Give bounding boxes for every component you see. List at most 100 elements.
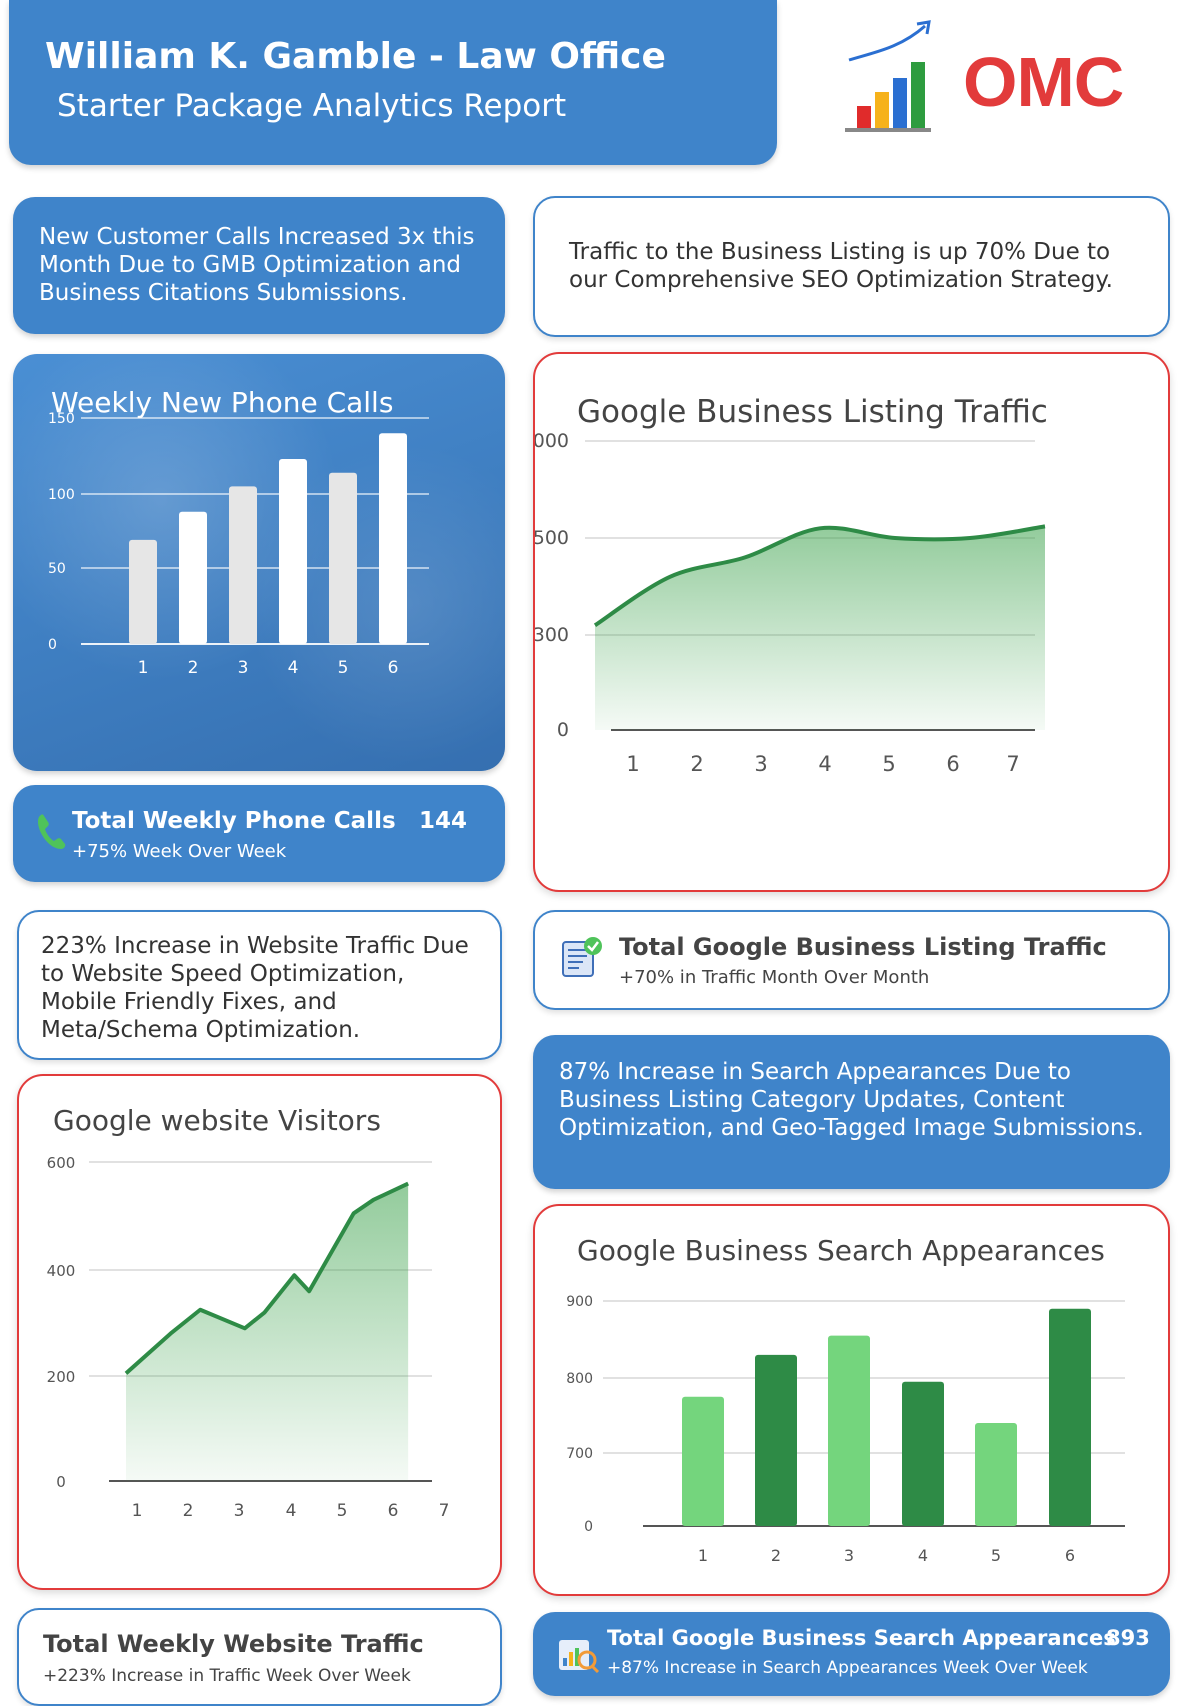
calls-note-text: New Customer Calls Increased 3x this Mon… xyxy=(39,224,475,306)
listing-xtick-label: 6 xyxy=(946,752,959,776)
report-subtitle: Starter Package Analytics Report xyxy=(57,88,567,124)
calls-chart-card: Weekly New Phone Calls 150 100 50 0 1 2 3 4 5 6 xyxy=(13,354,505,771)
omc-logo: OMC xyxy=(845,18,1145,138)
website-summary-sub: +223% Increase in Traffic Week Over Week xyxy=(43,1666,411,1686)
calls-summary-value: 144 xyxy=(419,808,468,834)
search-xtick-label: 5 xyxy=(991,1546,1001,1565)
calls-ytick-label: 100 xyxy=(48,487,75,503)
visitors-xtick-label: 5 xyxy=(337,1501,348,1521)
visitors-chart: 600 400 200 0 1 2 3 4 5 6 7 xyxy=(47,1154,450,1521)
visitors-ytick-label: 400 xyxy=(47,1262,76,1280)
listing-chart: 1000 500 300 0 1 2 3 4 5 6 7 xyxy=(535,430,1046,776)
calls-bar xyxy=(129,539,157,644)
search-ytick-label: 900 xyxy=(566,1294,593,1310)
calls-summary-sub: +75% Week Over Week xyxy=(72,841,287,862)
calls-ytick-label: 150 xyxy=(48,411,75,427)
search-ytick-label: 800 xyxy=(566,1371,593,1387)
visitors-xtick-label: 1 xyxy=(132,1501,143,1521)
calls-ytick-label: 0 xyxy=(48,637,57,653)
calls-bar xyxy=(229,486,257,644)
listing-xtick-label: 1 xyxy=(626,752,639,776)
listing-area xyxy=(595,526,1045,730)
listing-note-text: Traffic to the Business Listing is up 70… xyxy=(569,239,1113,293)
calls-bar xyxy=(179,511,207,644)
header-banner: William K. Gamble - Law Office Starter P… xyxy=(9,0,777,165)
search-summary: Total Google Business Search Appearances… xyxy=(533,1612,1170,1696)
search-bar xyxy=(755,1354,797,1526)
calls-note: New Customer Calls Increased 3x this Mon… xyxy=(13,197,505,334)
search-xtick-label: 6 xyxy=(1065,1546,1075,1565)
visitors-ytick-label: 0 xyxy=(56,1473,66,1491)
visitors-line xyxy=(124,1181,409,1375)
logo-bars-icon xyxy=(845,20,931,132)
listing-summary-sub: +70% in Traffic Month Over Month xyxy=(619,967,930,988)
search-bar xyxy=(975,1423,1017,1526)
visitors-xtick-label: 3 xyxy=(234,1501,245,1521)
search-bar xyxy=(682,1396,724,1526)
listing-xtick-label: 7 xyxy=(1006,752,1019,776)
listing-xtick-label: 5 xyxy=(882,752,895,776)
calls-xtick-label: 5 xyxy=(338,658,349,678)
listing-ytick-label: 1000 xyxy=(535,430,569,452)
calls-bar xyxy=(279,459,307,644)
visitors-ytick-label: 200 xyxy=(47,1368,76,1386)
calls-xtick-label: 3 xyxy=(238,658,249,678)
calls-xtick-label: 4 xyxy=(288,658,299,678)
report-title: William K. Gamble - Law Office xyxy=(45,36,666,77)
search-chart: 900 800 700 0 1 2 3 4 5 6 xyxy=(566,1294,1125,1565)
visitors-xtick-label: 6 xyxy=(388,1501,399,1521)
listing-ytick-label: 500 xyxy=(535,527,569,549)
listing-xtick-label: 4 xyxy=(818,752,831,776)
visitors-xtick-label: 4 xyxy=(286,1501,297,1521)
calls-xtick-label: 6 xyxy=(388,658,399,678)
website-summary: Total Weekly Website Traffic +223% Incre… xyxy=(17,1608,502,1706)
search-summary-label: Total Google Business Search Appearances xyxy=(607,1626,1116,1650)
visitors-area xyxy=(126,1183,409,1481)
search-summary-value: 893 xyxy=(1106,1626,1150,1650)
listing-chart-card: Google Business Listing Traffic 1000 500 3… xyxy=(533,352,1170,892)
listing-xtick-label: 3 xyxy=(754,752,767,776)
visitors-xtick-label: 7 xyxy=(439,1501,450,1521)
calls-bar xyxy=(379,433,407,644)
calls-chart-title: Weekly New Phone Calls xyxy=(51,386,394,419)
search-xtick-label: 3 xyxy=(844,1546,854,1565)
calls-bar xyxy=(329,472,357,644)
logo-text: OMC xyxy=(963,43,1124,121)
search-bar xyxy=(1049,1308,1091,1526)
website-note: 223% Increase in Website Traffic Due to … xyxy=(17,910,502,1060)
listing-chart-title: Google Business Listing Traffic xyxy=(577,394,1048,430)
listing-xtick-label: 2 xyxy=(690,752,703,776)
listing-summary-label: Total Google Business Listing Traffic xyxy=(619,933,1107,961)
website-note-text: 223% Increase in Website Traffic Due to … xyxy=(41,933,469,1043)
search-ytick-label: 0 xyxy=(584,1519,593,1535)
search-note: 87% Increase in Search Appearances Due t… xyxy=(533,1035,1170,1189)
visitors-chart-card: Google website Visitors 600 400 200 0 1 2 3 4 5 6… xyxy=(17,1074,502,1590)
search-bar xyxy=(902,1381,944,1526)
listing-ytick-label: 0 xyxy=(557,719,569,741)
calls-summary-label: Total Weekly Phone Calls xyxy=(72,808,396,834)
calls-xtick-label: 2 xyxy=(188,658,199,678)
listing-note: Traffic to the Business Listing is up 70… xyxy=(533,196,1170,337)
calls-chart: 150 100 50 0 1 2 3 4 5 6 xyxy=(48,411,429,678)
search-analytics-icon xyxy=(559,1640,600,1674)
listing-ytick-label: 300 xyxy=(535,624,569,646)
calls-summary: Total Weekly Phone Calls 144 +75% Week O… xyxy=(13,785,505,882)
visitors-ytick-label: 600 xyxy=(47,1154,76,1172)
report-document-icon xyxy=(562,937,602,977)
website-summary-label: Total Weekly Website Traffic xyxy=(43,1630,424,1658)
phone-icon xyxy=(38,814,66,849)
search-xtick-label: 1 xyxy=(698,1546,708,1565)
search-bar xyxy=(828,1335,870,1526)
visitors-xtick-label: 2 xyxy=(183,1501,194,1521)
calls-xtick-label: 1 xyxy=(138,658,149,678)
listing-summary: Total Google Business Listing Traffic +7… xyxy=(533,910,1170,1010)
listing-line xyxy=(593,524,1046,627)
search-xtick-label: 2 xyxy=(771,1546,781,1565)
search-summary-sub: +87% Increase in Search Appearances Week… xyxy=(607,1658,1088,1678)
search-chart-title: Google Business Search Appearances xyxy=(577,1234,1105,1267)
search-note-text: 87% Increase in Search Appearances Due t… xyxy=(559,1059,1144,1141)
calls-ytick-label: 50 xyxy=(48,561,66,577)
search-chart-card: Google Business Search Appearances 900 80… xyxy=(533,1204,1170,1596)
search-xtick-label: 4 xyxy=(918,1546,928,1565)
visitors-chart-title: Google website Visitors xyxy=(53,1104,381,1137)
